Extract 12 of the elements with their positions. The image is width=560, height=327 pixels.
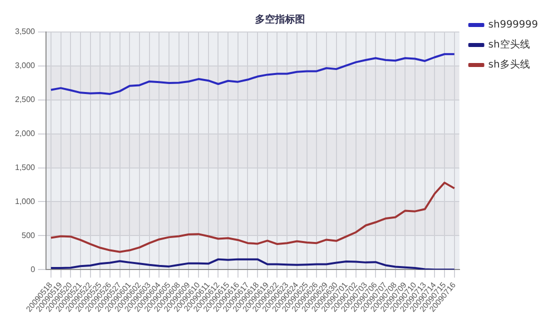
legend-label: sh空头线 — [488, 38, 530, 51]
y-tick-label: 500 — [22, 230, 36, 240]
y-tick-label: 1,000 — [14, 196, 36, 206]
y-tick-label: 1,500 — [14, 162, 36, 172]
y-tick-label: 2,000 — [14, 129, 36, 138]
y-tick-label: 0 — [30, 264, 36, 274]
chart-title: 多空指标图 — [255, 14, 305, 26]
y-tick-label: 2,500 — [14, 95, 36, 104]
y-tick-label: 3,500 — [14, 27, 36, 36]
legend-label: sh999999 — [488, 20, 538, 31]
y-tick-label: 3,000 — [14, 61, 36, 70]
legend-label: sh多头线 — [488, 58, 530, 71]
